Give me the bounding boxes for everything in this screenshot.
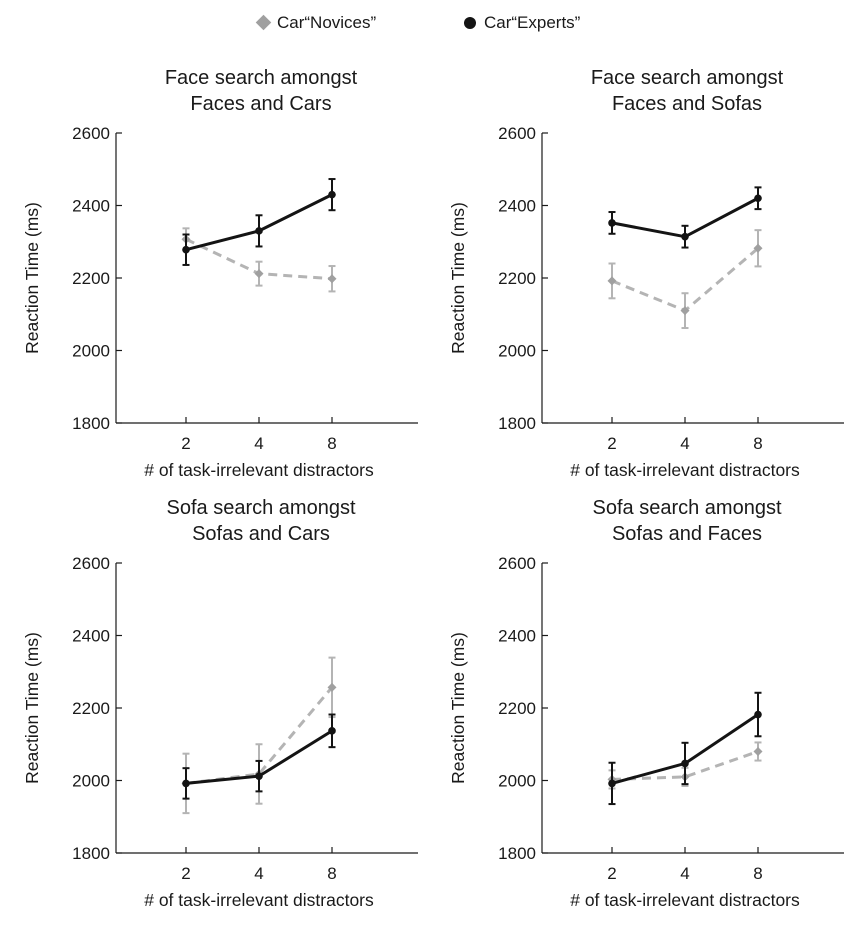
y-tick-label: 1800 xyxy=(72,414,110,433)
x-axis-label: # of task-irrelevant distractors xyxy=(144,890,374,910)
y-tick-label: 2200 xyxy=(72,269,110,288)
diamond-icon xyxy=(256,15,272,31)
series-experts xyxy=(608,187,762,247)
x-axis-label: # of task-irrelevant distractors xyxy=(570,460,800,480)
x-tick-label: 2 xyxy=(181,434,190,453)
y-tick-label: 2400 xyxy=(498,197,536,216)
chart-title-line: Sofas and Faces xyxy=(612,523,762,545)
y-tick-label: 1800 xyxy=(498,414,536,433)
legend-item-experts: Car“Experts” xyxy=(464,12,580,34)
experts-point xyxy=(255,772,263,780)
novices-point xyxy=(328,274,337,283)
experts-point xyxy=(681,233,689,241)
series-experts xyxy=(182,179,336,265)
y-axis-label: Reaction Time (ms) xyxy=(22,202,42,354)
x-tick-label: 8 xyxy=(327,434,336,453)
x-tick-label: 2 xyxy=(181,864,190,883)
y-tick-label: 2600 xyxy=(72,554,110,573)
y-tick-label: 2400 xyxy=(72,627,110,646)
y-tick-label: 2000 xyxy=(498,342,536,361)
experts-point xyxy=(754,711,762,719)
experts-point xyxy=(608,219,616,227)
y-axis-label: Reaction Time (ms) xyxy=(448,632,468,784)
chart-title-line: Sofa search amongst xyxy=(593,497,782,519)
y-tick-label: 2000 xyxy=(72,342,110,361)
chart-sofa-faces: Sofa search amongst Sofas and Faces 1800 20… xyxy=(426,480,846,930)
chart-title-line: Sofas and Cars xyxy=(192,523,330,545)
chart-title-line: Face search amongst xyxy=(165,67,358,89)
y-tick-label: 2200 xyxy=(498,699,536,718)
circle-icon xyxy=(464,17,476,29)
legend-item-novices: Car“Novices” xyxy=(258,12,376,34)
chart-face-sofas: Face search amongst Faces and Sofas 1800 20… xyxy=(426,50,846,500)
chart-panel-sofa-cars: Sofa search amongst Sofas and Cars 1800 200… xyxy=(0,480,420,930)
x-tick-label: 8 xyxy=(327,864,336,883)
chart-panel-sofa-faces: Sofa search amongst Sofas and Faces 1800 20… xyxy=(426,480,846,930)
novices-point xyxy=(754,747,763,756)
y-tick-label: 2600 xyxy=(498,124,536,143)
experts-point xyxy=(328,191,336,199)
chart-title-line: Face search amongst xyxy=(591,67,784,89)
x-tick-label: 4 xyxy=(680,434,689,453)
y-tick-label: 2000 xyxy=(498,772,536,791)
x-tick-label: 2 xyxy=(607,864,616,883)
y-tick-label: 2400 xyxy=(498,627,536,646)
x-tick-label: 4 xyxy=(680,864,689,883)
x-tick-label: 8 xyxy=(753,434,762,453)
chart-title-line: Sofa search amongst xyxy=(167,497,356,519)
y-tick-label: 2600 xyxy=(498,554,536,573)
series-experts xyxy=(608,693,762,804)
y-axis-label: Reaction Time (ms) xyxy=(448,202,468,354)
x-axis-label: # of task-irrelevant distractors xyxy=(570,890,800,910)
experts-point xyxy=(328,727,336,735)
experts-point xyxy=(182,780,190,788)
experts-point xyxy=(255,227,263,235)
chart-panel-face-sofas: Face search amongst Faces and Sofas 1800 20… xyxy=(426,50,846,500)
y-tick-label: 2200 xyxy=(498,269,536,288)
experts-point xyxy=(681,760,689,768)
x-tick-label: 8 xyxy=(753,864,762,883)
novices-point xyxy=(608,276,617,285)
y-tick-label: 1800 xyxy=(72,844,110,863)
y-tick-label: 2000 xyxy=(72,772,110,791)
chart-title-line: Faces and Cars xyxy=(190,93,331,115)
y-tick-label: 2600 xyxy=(72,124,110,143)
novices-point xyxy=(255,269,264,278)
legend-label-experts: Car“Experts” xyxy=(484,13,580,32)
chart-sofa-cars: Sofa search amongst Sofas and Cars 1800 200… xyxy=(0,480,420,930)
legend-label-novices: Car“Novices” xyxy=(277,13,376,32)
x-tick-label: 4 xyxy=(254,434,263,453)
legend: Car“Novices” Car“Experts” xyxy=(0,8,846,38)
experts-point xyxy=(182,246,190,254)
experts-point xyxy=(608,780,616,788)
x-tick-label: 2 xyxy=(607,434,616,453)
y-tick-label: 2400 xyxy=(72,197,110,216)
chart-title-line: Faces and Sofas xyxy=(612,93,762,115)
chart-panel-face-cars: Face search amongst Faces and Cars 1800 200… xyxy=(0,50,420,500)
y-tick-label: 1800 xyxy=(498,844,536,863)
chart-face-cars: Face search amongst Faces and Cars 1800 200… xyxy=(0,50,420,500)
y-tick-label: 2200 xyxy=(72,699,110,718)
experts-point xyxy=(754,194,762,202)
y-axis-label: Reaction Time (ms) xyxy=(22,632,42,784)
x-tick-label: 4 xyxy=(254,864,263,883)
x-axis-label: # of task-irrelevant distractors xyxy=(144,460,374,480)
